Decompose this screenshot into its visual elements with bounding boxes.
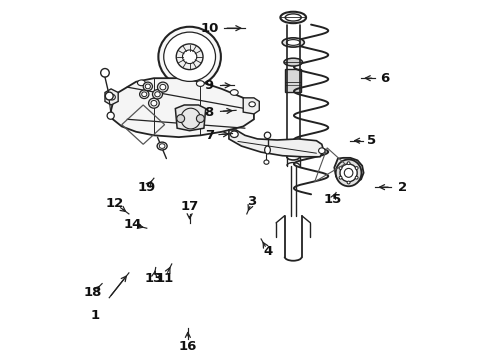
Text: 5: 5 xyxy=(367,134,376,147)
Ellipse shape xyxy=(138,80,146,86)
Text: 8: 8 xyxy=(205,105,214,119)
Ellipse shape xyxy=(155,92,160,97)
Text: 12: 12 xyxy=(105,197,124,210)
Ellipse shape xyxy=(107,112,114,119)
Ellipse shape xyxy=(355,167,358,170)
Ellipse shape xyxy=(177,114,185,122)
Ellipse shape xyxy=(336,159,362,186)
Polygon shape xyxy=(334,158,364,184)
Ellipse shape xyxy=(287,40,300,45)
Polygon shape xyxy=(105,89,118,105)
Text: 1: 1 xyxy=(90,309,99,322)
Ellipse shape xyxy=(105,92,113,100)
Ellipse shape xyxy=(157,82,168,92)
Text: 15: 15 xyxy=(323,193,342,206)
Text: 17: 17 xyxy=(180,200,199,213)
Ellipse shape xyxy=(264,160,269,164)
Polygon shape xyxy=(229,130,323,157)
Ellipse shape xyxy=(230,90,238,95)
Ellipse shape xyxy=(152,90,163,99)
Ellipse shape xyxy=(109,94,115,100)
Ellipse shape xyxy=(347,181,350,184)
Polygon shape xyxy=(175,105,206,131)
Ellipse shape xyxy=(182,50,197,64)
Text: 9: 9 xyxy=(205,79,214,92)
Ellipse shape xyxy=(265,146,270,154)
Text: 19: 19 xyxy=(138,181,156,194)
Ellipse shape xyxy=(157,142,167,150)
Text: 10: 10 xyxy=(200,22,219,35)
Ellipse shape xyxy=(280,12,306,23)
Ellipse shape xyxy=(145,84,150,89)
Ellipse shape xyxy=(158,27,221,87)
Ellipse shape xyxy=(339,167,342,170)
Ellipse shape xyxy=(344,168,353,177)
Text: 2: 2 xyxy=(397,181,407,194)
Polygon shape xyxy=(243,98,259,114)
Ellipse shape xyxy=(284,58,302,66)
Ellipse shape xyxy=(355,176,358,179)
Ellipse shape xyxy=(264,132,270,139)
Text: 7: 7 xyxy=(205,129,214,142)
Text: 4: 4 xyxy=(264,245,273,258)
Ellipse shape xyxy=(339,176,342,179)
Ellipse shape xyxy=(100,68,109,77)
Ellipse shape xyxy=(347,162,350,165)
Ellipse shape xyxy=(148,98,159,108)
Ellipse shape xyxy=(160,84,166,90)
Ellipse shape xyxy=(318,148,325,154)
Ellipse shape xyxy=(159,144,165,148)
Ellipse shape xyxy=(142,92,147,96)
Text: 11: 11 xyxy=(155,272,174,285)
Ellipse shape xyxy=(230,131,238,138)
Ellipse shape xyxy=(249,102,255,107)
Ellipse shape xyxy=(285,14,301,21)
Ellipse shape xyxy=(140,90,149,99)
Polygon shape xyxy=(111,78,254,137)
Text: 3: 3 xyxy=(247,195,257,208)
Ellipse shape xyxy=(164,32,216,81)
Text: 16: 16 xyxy=(179,339,197,352)
Ellipse shape xyxy=(340,164,357,182)
Text: 13: 13 xyxy=(145,272,163,285)
Ellipse shape xyxy=(176,44,203,69)
Text: 18: 18 xyxy=(84,286,102,299)
Bar xyxy=(285,69,301,93)
Text: 6: 6 xyxy=(380,72,389,85)
Ellipse shape xyxy=(196,81,204,86)
Ellipse shape xyxy=(196,114,204,122)
Ellipse shape xyxy=(151,100,157,106)
Ellipse shape xyxy=(143,82,152,91)
Text: 14: 14 xyxy=(123,218,142,231)
Ellipse shape xyxy=(282,38,304,47)
